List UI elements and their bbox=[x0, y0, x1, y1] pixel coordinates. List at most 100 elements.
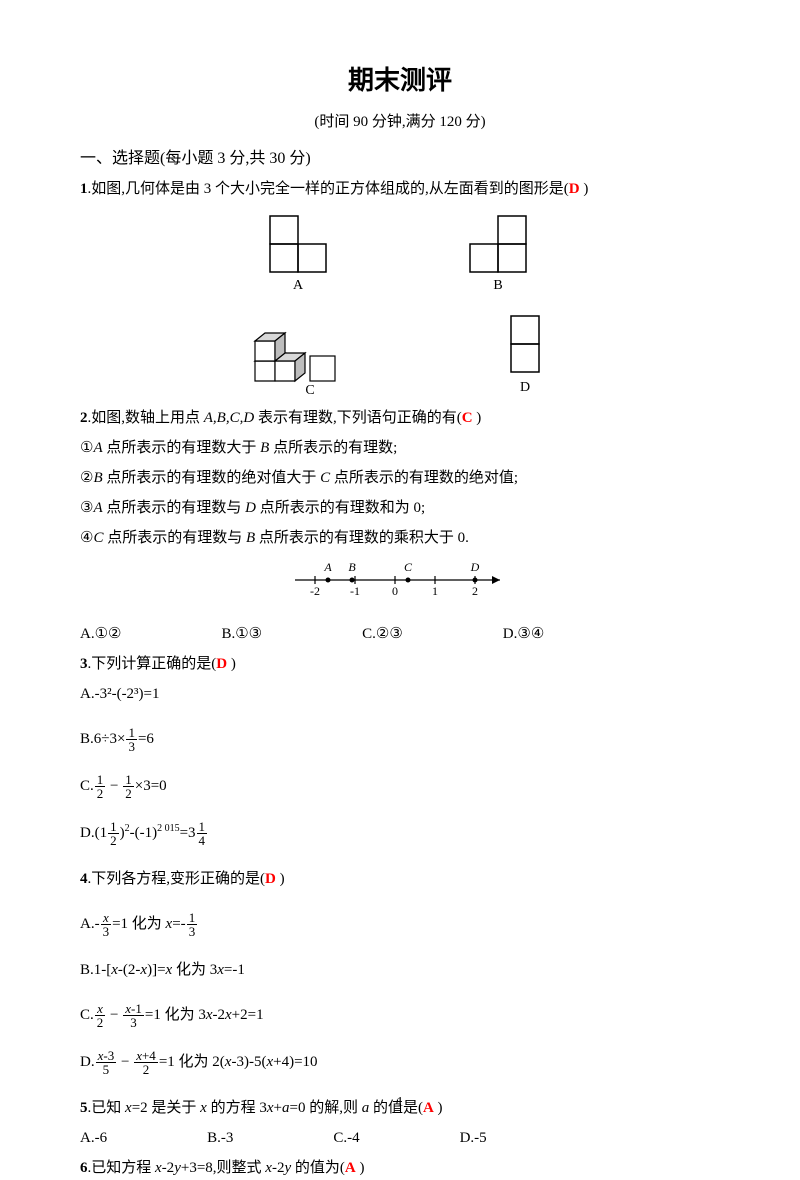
q6-m4: 的值为( bbox=[291, 1160, 345, 1176]
q3-opt-d: D.(112)2-(-1)2 015=314 bbox=[80, 820, 720, 847]
q4c-v2: x bbox=[225, 1007, 232, 1023]
q5-m1: =2 是关于 bbox=[132, 1100, 200, 1116]
q6-m3: -2 bbox=[272, 1160, 285, 1176]
q4b-m1: -(2- bbox=[118, 962, 141, 978]
q2-s4-end: 点所表示的有理数的乘积大于 0. bbox=[255, 530, 469, 546]
q4-answer: D bbox=[265, 871, 276, 887]
q3-answer: D bbox=[216, 656, 227, 672]
q5-v3: x bbox=[267, 1100, 274, 1116]
q4b-post: =-1 bbox=[224, 962, 245, 978]
q2-s1-v2: B bbox=[260, 440, 269, 456]
q5-close: ) bbox=[434, 1100, 443, 1116]
q1-figures-row1: A B bbox=[80, 211, 720, 296]
q4-opt-a: A.-x3=1 化为 x=-13 bbox=[80, 911, 720, 938]
question-4: 4.下列各方程,变形正确的是(D ) bbox=[80, 867, 720, 891]
svg-text:C: C bbox=[305, 383, 314, 396]
section-1-header: 一、选择题(每小题 3 分,共 30 分) bbox=[80, 146, 720, 172]
q4c-v1: x bbox=[206, 1007, 213, 1023]
q5-num: 5 bbox=[80, 1100, 88, 1116]
q3-close: ) bbox=[227, 656, 236, 672]
q5-m3: =0 的解,则 bbox=[289, 1100, 361, 1116]
q2-s4-circ: ④ bbox=[80, 530, 93, 546]
q4d-mid: − bbox=[117, 1054, 133, 1070]
q4-num: 4 bbox=[80, 871, 88, 887]
svg-text:C: C bbox=[404, 560, 413, 574]
svg-text:D: D bbox=[470, 560, 480, 574]
figure-a: A bbox=[260, 211, 340, 296]
q1-answer: D bbox=[569, 181, 580, 197]
q4d-m2: =1 化为 2( bbox=[159, 1054, 225, 1070]
q3d-f2: 14 bbox=[197, 820, 208, 847]
q2-stmt-1: ①A 点所表示的有理数大于 B 点所表示的有理数; bbox=[80, 436, 720, 460]
svg-text:B: B bbox=[348, 560, 356, 574]
q4c-pre: C. bbox=[80, 1007, 94, 1023]
q6-answer: A bbox=[345, 1160, 356, 1176]
q4d-pre: D. bbox=[80, 1054, 95, 1070]
question-3: 3.下列计算正确的是(D ) bbox=[80, 652, 720, 676]
question-6: 6.已知方程 x-2y+3=8,则整式 x-2y 的值为(A ) bbox=[80, 1156, 720, 1180]
q2-s4-mid: 点所表示的有理数与 bbox=[103, 530, 246, 546]
svg-text:-2: -2 bbox=[310, 584, 320, 598]
q6-pre: .已知方程 bbox=[88, 1160, 156, 1176]
q4a-pre: A.- bbox=[80, 916, 100, 932]
q2-s2-end: 点所表示的有理数的绝对值; bbox=[330, 470, 518, 486]
q3-opt-a: A.-3²-(-2³)=1 bbox=[80, 682, 720, 706]
q4b-m2: )]= bbox=[147, 962, 165, 978]
q4-text: .下列各方程,变形正确的是( bbox=[88, 871, 266, 887]
q2-stmt-2: ②B 点所表示的有理数的绝对值大于 C 点所表示的有理数的绝对值; bbox=[80, 466, 720, 490]
q4a-f1: x3 bbox=[101, 911, 112, 938]
q6-v3: x bbox=[265, 1160, 272, 1176]
q1-figures-row2: C D bbox=[80, 306, 720, 396]
q4d-f2: x+42 bbox=[134, 1049, 158, 1076]
q2-opt-b: B.①③ bbox=[221, 622, 262, 646]
q5-m2: 的方程 3 bbox=[207, 1100, 267, 1116]
q6-v2: y bbox=[174, 1160, 181, 1176]
svg-text:A: A bbox=[323, 560, 332, 574]
q2-s4-v2: B bbox=[246, 530, 255, 546]
q4-opt-c: C.x2 − x-13=1 化为 3x-2x+2=1 bbox=[80, 1002, 720, 1029]
q2-s3-v2: D bbox=[245, 500, 256, 516]
q3-opt-b: B.6÷3×13=6 bbox=[80, 726, 720, 753]
svg-text:2: 2 bbox=[472, 584, 478, 598]
q4b-m3: 化为 3 bbox=[172, 962, 217, 978]
q3d-exp: 2 015 bbox=[157, 823, 180, 834]
q5-opt-b: B.-3 bbox=[207, 1126, 233, 1150]
figure-d: D bbox=[495, 306, 555, 396]
q2-answer: C bbox=[462, 410, 473, 426]
q4b-v4: x bbox=[217, 962, 224, 978]
q3-num: 3 bbox=[80, 656, 88, 672]
q2-s3-end: 点所表示的有理数和为 0; bbox=[256, 500, 425, 516]
q2-s3-circ: ③ bbox=[80, 500, 93, 516]
q4a-post: =- bbox=[172, 916, 185, 932]
q2-s2-v1: B bbox=[93, 470, 102, 486]
q4-close: ) bbox=[276, 871, 285, 887]
q5-plus: + bbox=[274, 1100, 282, 1116]
q3d-mid: -(-1) bbox=[130, 825, 157, 841]
svg-text:B: B bbox=[493, 278, 502, 293]
q5-opt-d: D.-5 bbox=[460, 1126, 487, 1150]
q6-close: ) bbox=[356, 1160, 365, 1176]
q6-m2: +3=8,则整式 bbox=[181, 1160, 265, 1176]
q5-v1: x bbox=[125, 1100, 132, 1116]
q5-pre: .已知 bbox=[88, 1100, 126, 1116]
q3c-f2: 12 bbox=[123, 773, 134, 800]
q4-opt-d: D.x-35 − x+42=1 化为 2(x-3)-5(x+4)=10 bbox=[80, 1049, 720, 1076]
q4c-f1: x2 bbox=[95, 1002, 106, 1029]
q5-v2: x bbox=[200, 1100, 207, 1116]
q3d-paren: (112) bbox=[95, 825, 125, 841]
q6-m1: -2 bbox=[162, 1160, 175, 1176]
q3c-post: ×3=0 bbox=[135, 778, 167, 794]
q3b-pre: B.6÷3× bbox=[80, 731, 125, 747]
q3-opt-c: C.12 − 12×3=0 bbox=[80, 773, 720, 800]
q4b-pre: B.1-[ bbox=[80, 962, 111, 978]
q2-s3-v1: A bbox=[93, 500, 102, 516]
svg-text:0: 0 bbox=[392, 584, 398, 598]
q4c-m3: -2 bbox=[213, 1007, 226, 1023]
q4d-f1: x-35 bbox=[96, 1049, 117, 1076]
q2-close: ) bbox=[473, 410, 482, 426]
q2-stmt-3: ③A 点所表示的有理数与 D 点所表示的有理数和为 0; bbox=[80, 496, 720, 520]
q2-s1-v1: A bbox=[93, 440, 102, 456]
q5-answer: A bbox=[423, 1100, 434, 1116]
q1-num: 1 bbox=[80, 181, 88, 197]
q2-s2-v2: C bbox=[320, 470, 330, 486]
